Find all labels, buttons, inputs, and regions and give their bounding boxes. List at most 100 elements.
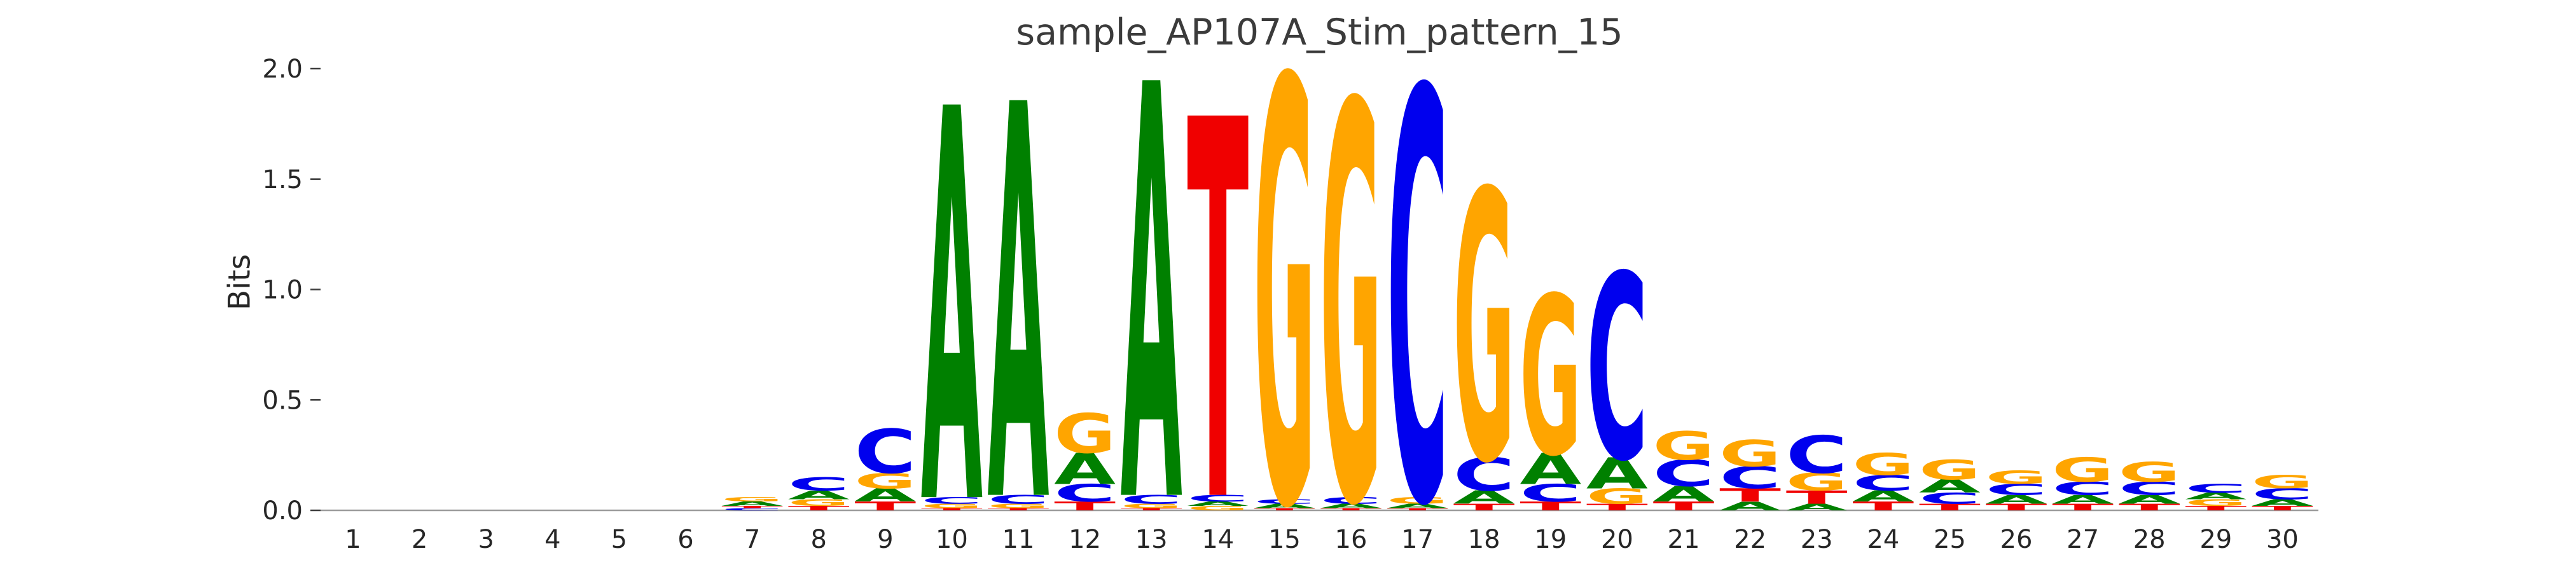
svg-text:T: T — [1121, 508, 1182, 512]
svg-text:C: C — [1121, 493, 1182, 507]
svg-text:G: G — [721, 496, 783, 503]
logo-letter-G: G — [1786, 468, 1848, 496]
svg-text:C: C — [1387, 0, 1448, 572]
svg-text:A: A — [1054, 445, 1116, 494]
logo-letter-C: C — [1986, 480, 2047, 498]
logo-letter-C: C — [854, 417, 916, 487]
svg-text:C: C — [1254, 498, 1315, 505]
svg-text:C: C — [2252, 485, 2313, 503]
svg-text:C: C — [1852, 471, 1914, 496]
logo-letter-A: A — [988, 0, 1050, 572]
svg-text:T: T — [921, 508, 983, 512]
y-tick-label: 2.0 — [262, 55, 303, 84]
x-tick-label: 4 — [544, 525, 560, 554]
svg-text:A: A — [2052, 493, 2114, 507]
x-tick-label: 10 — [936, 525, 968, 554]
logo-letter-T: T — [1187, 13, 1249, 572]
logo-letter-G: G — [1121, 503, 1182, 510]
logo-letter-A: A — [1520, 445, 1581, 494]
y-tick-label: 0.0 — [262, 496, 303, 526]
logo-letter-A: A — [1187, 500, 1249, 507]
logo-letter-T: T — [1453, 502, 1515, 512]
logo-letter-G: G — [1254, 0, 1315, 572]
svg-text:G: G — [1520, 252, 1581, 505]
x-tick-label: 22 — [1734, 525, 1766, 554]
logo-letter-C: C — [1453, 449, 1515, 501]
x-tick-label: 15 — [1268, 525, 1301, 554]
svg-text:A: A — [921, 0, 983, 572]
svg-text:A: A — [788, 488, 850, 502]
svg-text:G: G — [1121, 503, 1182, 510]
svg-text:A: A — [854, 485, 916, 506]
svg-text:G: G — [988, 503, 1049, 510]
svg-text:T: T — [1719, 485, 1781, 506]
svg-text:A: A — [1586, 449, 1648, 499]
logo-letter-G: G — [1919, 454, 1981, 486]
svg-text:T: T — [1986, 502, 2047, 512]
svg-text:T: T — [1453, 502, 1515, 512]
svg-text:G: G — [2052, 451, 2114, 489]
svg-text:A: A — [1653, 482, 1715, 507]
svg-text:G: G — [1786, 468, 1848, 496]
svg-text:G: G — [1320, 0, 1382, 572]
x-tick-label: 11 — [1002, 525, 1035, 554]
logo-letter-A: A — [1320, 503, 1382, 510]
logo-letter-T: T — [2252, 505, 2313, 512]
logo-letter-C: C — [1852, 471, 1914, 496]
x-tick-label: 29 — [2199, 525, 2232, 554]
logo-letter-C: C — [1520, 479, 1581, 507]
svg-text:C: C — [2052, 478, 2114, 499]
x-tick-label: 6 — [677, 525, 693, 554]
logo-letter-A: A — [2119, 493, 2180, 507]
svg-text:C: C — [854, 417, 916, 487]
svg-text:A: A — [1187, 500, 1249, 507]
svg-text:T: T — [1852, 500, 1915, 514]
logo-letter-C: C — [921, 496, 983, 506]
logo-letter-C: C — [2252, 485, 2313, 503]
x-tick-label: 24 — [1867, 525, 1899, 554]
svg-text:T: T — [2252, 505, 2313, 512]
logo-letter-G: G — [2252, 472, 2313, 493]
x-tick-label: 17 — [1401, 525, 1434, 554]
svg-text:A: A — [2119, 493, 2180, 507]
logo-letter-T: T — [1719, 485, 1781, 506]
svg-text:C: C — [921, 496, 983, 506]
logo-letter-C: C — [1719, 461, 1781, 496]
svg-text:T: T — [1320, 508, 1382, 512]
svg-text:G: G — [1986, 467, 2047, 488]
logo-letter-T: T — [1586, 502, 1648, 512]
svg-text:T: T — [2119, 502, 2180, 512]
svg-text:T: T — [1520, 500, 1582, 514]
svg-text:A: A — [1986, 493, 2047, 507]
x-tick-label: 19 — [1534, 525, 1567, 554]
logo-letter-C: C — [1054, 479, 1116, 507]
logo-letter-C: C — [1187, 493, 1249, 503]
x-tick-label: 21 — [1668, 525, 1700, 554]
logo-letter-T: T — [1520, 500, 1582, 514]
svg-text:G: G — [1719, 432, 1781, 475]
x-tick-label: 7 — [744, 525, 760, 554]
logo-letter-G: G — [2185, 498, 2247, 508]
x-tick-label: 16 — [1335, 525, 1368, 554]
svg-text:C: C — [1786, 426, 1848, 486]
logo-letter-G: G — [1054, 402, 1116, 466]
svg-text:G: G — [1054, 402, 1116, 466]
logo-letter-T: T — [1919, 502, 1981, 512]
svg-text:A: A — [1719, 500, 1781, 514]
svg-text:T: T — [1187, 13, 1249, 572]
svg-text:C: C — [1054, 479, 1116, 507]
svg-text:G: G — [1254, 0, 1315, 572]
svg-text:A: A — [1520, 445, 1581, 494]
logo-letter-T: T — [1387, 508, 1448, 512]
logo-letter-A: A — [1653, 482, 1715, 507]
